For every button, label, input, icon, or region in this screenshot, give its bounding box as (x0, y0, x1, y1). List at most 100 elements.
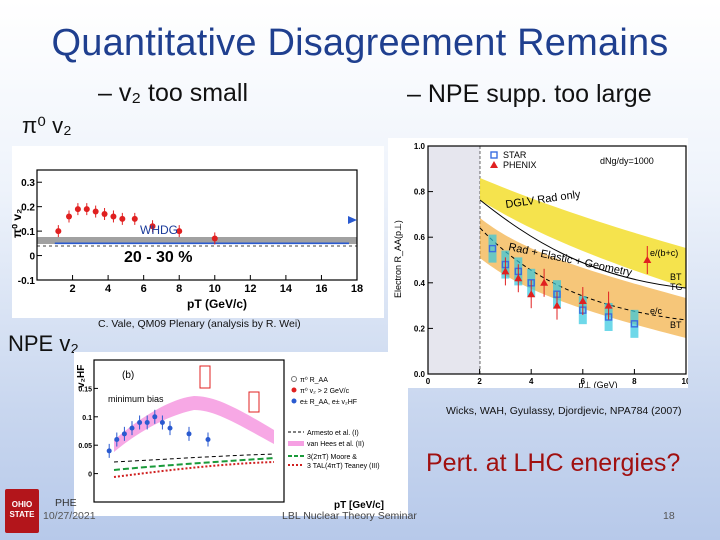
bullet-npe-suppression: – NPE supp. too large (407, 80, 652, 108)
phenix-data-point (514, 274, 523, 282)
ohio-state-logo-text: OHIO STATE (9, 500, 35, 519)
rad-elastic-band (480, 218, 686, 338)
whdg-band (37, 237, 357, 244)
footer-seminar: LBL Nuclear Theory Seminar (282, 510, 417, 522)
pi0-data-point (149, 223, 156, 230)
phenix-data-point (553, 301, 561, 309)
v2-data-point (152, 414, 158, 420)
npe-ytick-label: 0.4 (414, 279, 426, 288)
excluded-region (428, 146, 480, 374)
tg-label: TG (670, 282, 683, 292)
legend-star-marker (490, 151, 498, 159)
footer-page-number: 18 (663, 510, 675, 522)
van-hees-band (114, 396, 274, 452)
pi0-data-point (74, 206, 81, 213)
legend-armesto: Armesto et al. (I) (307, 430, 359, 437)
v2-data-point (205, 437, 211, 443)
pi0-ytick-label: 0.2 (21, 203, 35, 214)
pi0-data-point (211, 235, 218, 242)
pi0-xtick-label: 18 (351, 283, 363, 295)
credit-vale: C. Vale, QM09 Plenary (analysis by R. We… (98, 318, 301, 330)
v2-data-point (144, 419, 150, 425)
ec-label: e/c (650, 306, 663, 316)
label-pi0-v2: π⁰ v₂ (22, 113, 72, 138)
pi0-ytick-label: 0.3 (21, 178, 35, 189)
v2-data-point (114, 437, 120, 443)
v2-data-point (137, 419, 143, 425)
v2-ytick-label: 0 (88, 472, 92, 479)
panel-b-label: (b) (122, 370, 134, 381)
pi0-xtick-label: 16 (315, 283, 327, 295)
v2-xlabel: pT [GeV/c] (334, 500, 384, 511)
pi0-data-point (110, 213, 117, 220)
credit-wicks: Wicks, WAH, Gyulassy, Djordjevic, NPA784… (446, 405, 682, 417)
footer-date: 10/27/2021 (43, 510, 96, 522)
whdg-label: WHDG (140, 223, 178, 237)
npe-ytick-label: 0.8 (414, 188, 426, 197)
pi0-data-point (176, 228, 183, 235)
legend-dngdy: dNg/dy=1000 (600, 156, 654, 166)
v2-data-point (159, 419, 165, 425)
legend-vanhees-swatch (288, 441, 304, 446)
ebc-label: e/(b+c) (650, 248, 678, 258)
bt2-label: BT (670, 320, 682, 330)
npe-xtick-label: 10 (682, 377, 688, 386)
phenix-data-point (604, 301, 613, 309)
npe-ytick-label: 0.6 (414, 233, 426, 242)
v2-ytick-label: 0.15 (78, 386, 92, 393)
ohio-state-logo: OHIO STATE (5, 489, 39, 533)
pi0-xtick-label: 14 (280, 283, 293, 295)
pi0-data-point (66, 213, 72, 220)
pi0-data-point (119, 215, 126, 222)
pi0-xtick-label: 2 (69, 283, 75, 295)
pi0-data-point (101, 211, 108, 217)
bullet-v2-too-small: – v₂ too small (98, 79, 249, 107)
npe-ylabel: Electron R_AA(p⊥) (393, 220, 403, 298)
slide-title: Quantitative Disagreement Remains (51, 22, 669, 64)
pi0-xtick-label: 6 (141, 283, 147, 295)
npe-xtick-label: 8 (632, 377, 637, 386)
pi0-ytick-label: -0.1 (18, 276, 36, 287)
v2-data-point (186, 431, 192, 437)
whdg-arrow (348, 216, 357, 224)
phenix-data-point (527, 290, 536, 298)
phenix-data-point (501, 267, 510, 275)
npe-xlabel: p⊥ (GeV) (578, 380, 617, 388)
legend-phenix-marker (490, 161, 498, 168)
npe-xtick-label: 6 (581, 377, 586, 386)
centrality-label: 20 - 30 % (124, 249, 192, 266)
legend-phenix: PHENIX (503, 160, 537, 170)
legend-pi0v2-marker (291, 387, 297, 393)
legend-star: STAR (503, 150, 527, 160)
pi0-data-point (55, 228, 62, 235)
npe-ytick-label: 1.0 (414, 142, 426, 151)
pert-lhc-question: Pert. at LHC energies? (426, 449, 681, 477)
phenix-data-point (578, 297, 587, 305)
legend-teaney: 3 TAL(4πT) Teaney (III) (307, 463, 380, 470)
pi0-data-point (92, 208, 99, 215)
npe-xtick-label: 2 (477, 377, 482, 386)
npe-ytick-label: 0.2 (414, 324, 426, 333)
phenix-data-point (643, 256, 652, 263)
pi0-ytick-label: 0 (29, 252, 35, 263)
pi0-xtick-label: 10 (209, 283, 221, 295)
v2-data-point (129, 425, 135, 431)
npe-xtick-label: 4 (529, 377, 534, 386)
pi0-data-point (83, 206, 90, 213)
v2-ytick-label: 0.05 (78, 443, 92, 450)
dglv-rad-band (480, 178, 686, 288)
legend-pi0raa: π⁰ R_AA (300, 376, 328, 384)
legend-pi0v2: π⁰ v₂ > 2 GeV/c (300, 387, 350, 395)
label-npe-v2: NPE v₂ (8, 331, 79, 356)
star-data-point (488, 244, 497, 253)
pi0-xtick-label: 8 (176, 283, 182, 295)
v2-ylabel: v₂HF (76, 365, 87, 388)
pi0-xtick-label: 12 (244, 283, 256, 295)
bt-label: BT (670, 272, 682, 282)
star-syst-band (630, 309, 639, 338)
pi0-ylabel: π⁰ v₂ (12, 209, 24, 238)
v2-data-point (121, 431, 127, 437)
v2-data-point (106, 448, 112, 454)
npe-xtick-label: 0 (426, 377, 431, 386)
